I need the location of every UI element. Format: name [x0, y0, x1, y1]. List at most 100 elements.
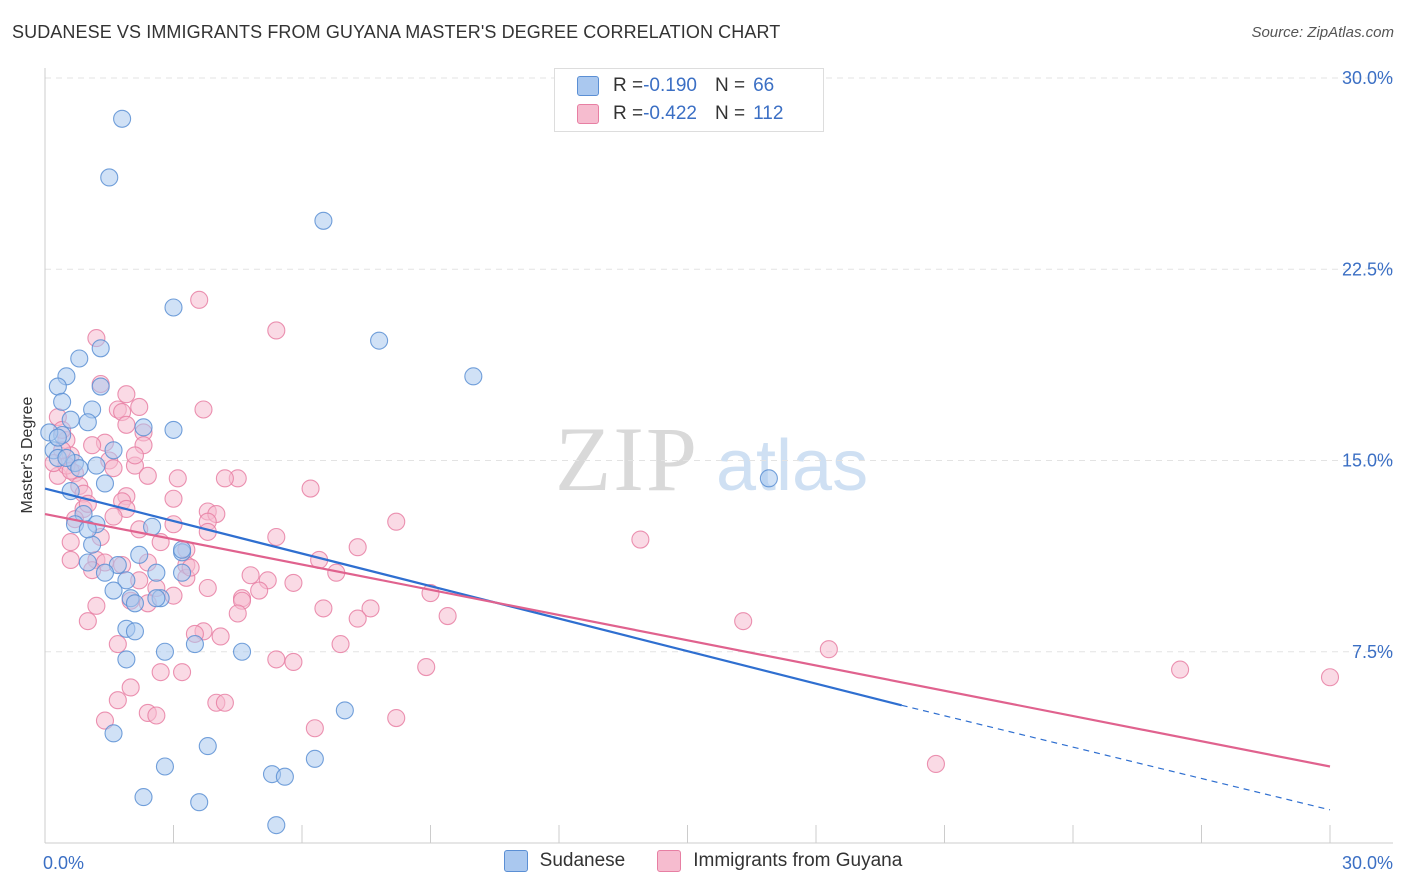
- sudanese-point: [78, 553, 97, 572]
- sudanese-point: [370, 331, 389, 350]
- guyana-point: [151, 663, 170, 682]
- guyana-point: [314, 599, 333, 618]
- sudanese-trend-extension: [901, 704, 1331, 811]
- guyana-point: [190, 290, 209, 309]
- guyana-swatch: [577, 104, 599, 124]
- guyana-point: [631, 530, 650, 549]
- sudanese-point: [48, 377, 67, 396]
- guyana-trend-line: [44, 512, 1331, 768]
- sudanese-point: [267, 816, 286, 835]
- sudanese-point: [117, 650, 136, 669]
- sudanese-point: [155, 642, 174, 661]
- legend-label-sudanese: Sudanese: [539, 850, 626, 871]
- guyana-point: [117, 415, 136, 434]
- guyana-point: [267, 650, 286, 669]
- guyana-point: [387, 708, 406, 728]
- guyana-point: [95, 711, 115, 730]
- sudanese-point: [87, 456, 106, 475]
- guyana-point: [61, 550, 80, 570]
- guyana-point: [926, 754, 945, 774]
- guyana-point: [348, 609, 367, 628]
- guyana-point: [173, 663, 192, 682]
- sudanese-point: [95, 474, 115, 493]
- sudanese-point: [100, 168, 119, 187]
- guyana-point: [1171, 660, 1190, 679]
- guyana-point: [108, 635, 127, 654]
- sudanese-point: [125, 594, 144, 613]
- guyana-point: [104, 459, 123, 478]
- n-value: 66: [753, 75, 775, 96]
- guyana-point: [130, 397, 149, 417]
- y-tick-label: 30.0%: [1342, 68, 1393, 88]
- watermark-zip: ZIP: [555, 408, 699, 510]
- sudanese-point: [91, 377, 110, 396]
- guyana-point: [125, 446, 144, 465]
- guyana-point: [87, 596, 106, 615]
- watermark-atlas: atlas: [716, 426, 868, 506]
- sudanese-legend-swatch: [503, 850, 528, 872]
- guyana-point: [348, 538, 367, 557]
- sudanese-point: [134, 418, 153, 437]
- guyana-point: [819, 640, 838, 659]
- guyana-point: [215, 693, 234, 712]
- guyana-point: [61, 533, 80, 552]
- guyana-point: [164, 515, 183, 534]
- stats-row-guyana: R = -0.422 N = 112: [577, 101, 783, 127]
- sudanese-trend-line: [44, 487, 902, 707]
- guyana-point: [108, 691, 127, 710]
- sudanese-point: [164, 298, 183, 317]
- sudanese-point: [335, 701, 354, 720]
- sudanese-point: [91, 339, 110, 358]
- sudanese-point: [134, 788, 153, 807]
- sudanese-point: [185, 635, 204, 654]
- guyana-point: [241, 566, 260, 585]
- r-value: -0.422: [643, 103, 697, 124]
- guyana-point: [121, 678, 140, 697]
- sudanese-point: [232, 642, 252, 661]
- guyana-point: [228, 604, 247, 623]
- sudanese-swatch: [577, 76, 599, 96]
- sudanese-point: [83, 535, 102, 554]
- n-label: N =: [714, 75, 746, 96]
- guyana-point: [267, 527, 286, 547]
- legend-item-guyana[interactable]: Immigrants from Guyana: [657, 850, 902, 872]
- guyana-point: [147, 706, 166, 725]
- sudanese-point: [164, 420, 183, 439]
- guyana-point: [117, 385, 136, 404]
- sudanese-point: [305, 749, 324, 768]
- sudanese-point: [147, 589, 166, 608]
- sudanese-point: [78, 413, 97, 432]
- guyana-point: [250, 581, 269, 600]
- sudanese-point: [95, 563, 115, 582]
- guyana-point: [417, 657, 436, 677]
- guyana-point: [168, 469, 187, 488]
- sudanese-point: [198, 737, 217, 756]
- sudanese-point: [130, 545, 149, 564]
- x-tick-label: 30.0%: [1342, 853, 1393, 873]
- sudanese-point: [275, 767, 294, 786]
- guyana-point: [305, 719, 324, 738]
- guyana-legend-swatch: [657, 850, 682, 872]
- stats-legend: R = -0.190 N = 66 R = -0.422 N = 112: [554, 68, 824, 132]
- guyana-point: [438, 606, 457, 626]
- guyana-point: [194, 400, 213, 419]
- n-value: 112: [753, 103, 784, 124]
- guyana-point: [387, 512, 406, 531]
- sudanese-point: [61, 410, 80, 429]
- y-tick-label: 15.0%: [1342, 451, 1393, 471]
- legend-item-sudanese[interactable]: Sudanese: [503, 850, 626, 872]
- sudanese-point: [104, 724, 123, 743]
- guyana-point: [198, 578, 217, 598]
- stats-row-sudanese: R = -0.190 N = 66: [577, 73, 774, 99]
- sudanese-point: [143, 517, 162, 536]
- guyana-point: [284, 652, 303, 672]
- sudanese-point: [173, 563, 192, 582]
- sudanese-point: [104, 441, 123, 460]
- sudanese-point: [125, 622, 144, 641]
- source-label: Source: ZipAtlas.com: [1251, 24, 1394, 41]
- sudanese-point: [113, 109, 132, 128]
- guyana-point: [267, 321, 286, 340]
- guyana-point: [301, 479, 320, 498]
- r-value: -0.190: [643, 75, 697, 96]
